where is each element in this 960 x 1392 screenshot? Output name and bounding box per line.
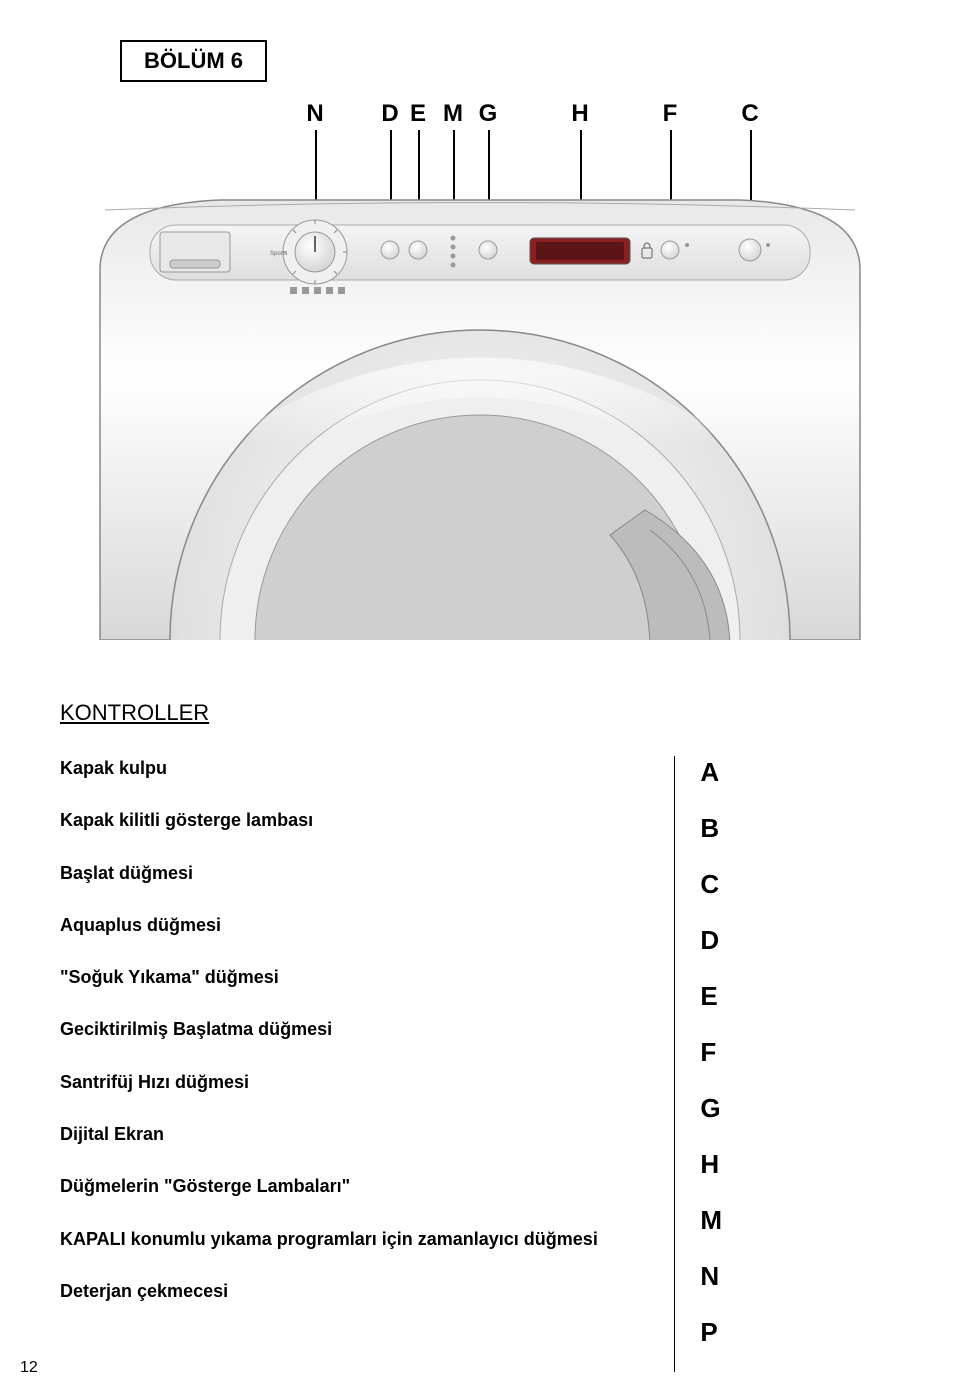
desc-C: Başlat düğmesi bbox=[60, 861, 649, 885]
washing-machine-illustration: Sports bbox=[90, 190, 870, 640]
controls-title: KONTROLLER bbox=[60, 700, 900, 726]
letter-P: P bbox=[700, 1316, 900, 1350]
controls-descriptions: Kapak kulpu Kapak kilitli gösterge lamba… bbox=[60, 756, 664, 1372]
letter-M: M bbox=[700, 1204, 900, 1238]
label-G: G bbox=[479, 100, 498, 128]
diagram-container: N D E M G H F C P M B A bbox=[60, 100, 900, 660]
desc-E: "Soğuk Yıkama" düğmesi bbox=[60, 965, 649, 989]
letter-N: N bbox=[700, 1260, 900, 1294]
letter-F: F bbox=[700, 1036, 900, 1070]
page: BÖLÜM 6 N D E M G H F C P M B A bbox=[0, 0, 960, 1392]
page-number: 12 bbox=[20, 1359, 38, 1377]
letter-A: A bbox=[700, 756, 900, 790]
controls-columns: Kapak kulpu Kapak kilitli gösterge lamba… bbox=[60, 756, 900, 1372]
desc-H: Dijital Ekran bbox=[60, 1122, 649, 1146]
section-title-box: BÖLÜM 6 bbox=[120, 40, 267, 82]
label-F: F bbox=[663, 100, 678, 128]
label-M-top: M bbox=[443, 100, 463, 128]
desc-P: Deterjan çekmecesi bbox=[60, 1279, 649, 1303]
label-D: D bbox=[381, 100, 398, 128]
letter-G: G bbox=[700, 1092, 900, 1126]
desc-G: Santrifüj Hızı düğmesi bbox=[60, 1070, 649, 1094]
letter-E: E bbox=[700, 980, 900, 1014]
letter-C: C bbox=[700, 868, 900, 902]
label-H: H bbox=[571, 100, 588, 128]
column-divider bbox=[674, 756, 676, 1372]
letter-D: D bbox=[700, 924, 900, 958]
desc-N: KAPALI konumlu yıkama programları için z… bbox=[60, 1227, 649, 1251]
desc-D: Aquaplus düğmesi bbox=[60, 913, 649, 937]
svg-text:Sports: Sports bbox=[270, 251, 287, 257]
desc-B: Kapak kilitli gösterge lambası bbox=[60, 808, 649, 832]
label-E: E bbox=[410, 100, 426, 128]
desc-F: Geciktirilmiş Başlatma düğmesi bbox=[60, 1017, 649, 1041]
letter-B: B bbox=[700, 812, 900, 846]
desc-A: Kapak kulpu bbox=[60, 756, 649, 780]
letter-H: H bbox=[700, 1148, 900, 1182]
controls-letters: A B C D E F G H M N P bbox=[685, 756, 900, 1372]
label-N: N bbox=[306, 100, 323, 128]
section-title: BÖLÜM 6 bbox=[144, 48, 243, 73]
label-C: C bbox=[741, 100, 758, 128]
desc-M: Düğmelerin "Gösterge Lambaları" bbox=[60, 1174, 649, 1198]
